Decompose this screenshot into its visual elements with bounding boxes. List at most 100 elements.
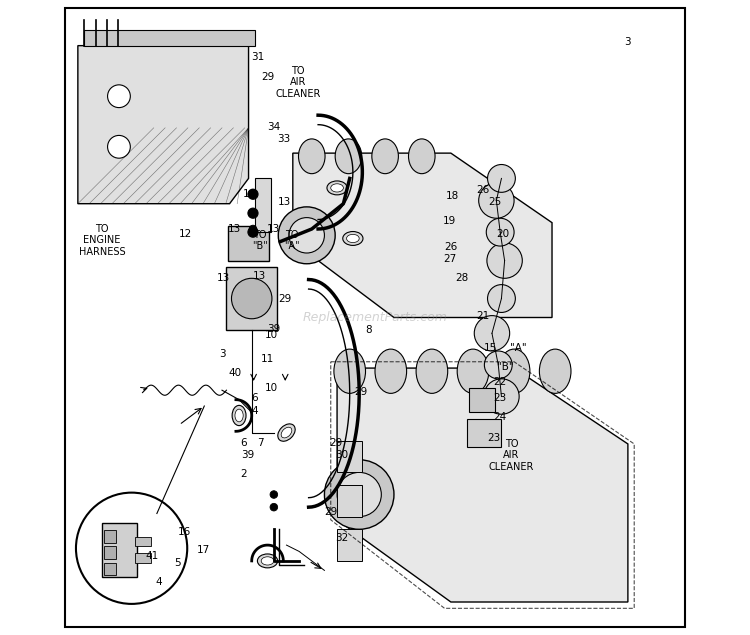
Text: TO
AIR
CLEANER: TO AIR CLEANER	[489, 439, 534, 472]
Polygon shape	[292, 153, 552, 318]
Ellipse shape	[458, 349, 489, 393]
Bar	[135, 553, 151, 563]
Ellipse shape	[261, 557, 274, 565]
Text: 41: 41	[146, 551, 159, 561]
Circle shape	[248, 208, 258, 218]
Text: 19: 19	[443, 217, 456, 227]
Ellipse shape	[416, 349, 448, 393]
Text: 32: 32	[335, 533, 349, 542]
Bar	[84, 30, 255, 46]
Text: 6: 6	[251, 394, 258, 403]
Text: 5: 5	[175, 558, 181, 568]
Bar	[466, 418, 502, 447]
Text: 29: 29	[261, 72, 274, 83]
Text: 28: 28	[455, 273, 469, 283]
Text: 15: 15	[484, 343, 496, 353]
Bar	[337, 441, 362, 472]
Text: 30: 30	[335, 450, 349, 460]
Circle shape	[76, 493, 188, 604]
Circle shape	[270, 491, 278, 498]
Circle shape	[278, 207, 335, 264]
Ellipse shape	[498, 349, 530, 393]
Text: 29: 29	[324, 507, 338, 518]
Text: 3: 3	[219, 349, 225, 359]
Circle shape	[337, 472, 381, 517]
Bar	[104, 563, 116, 575]
Text: TO
"B": TO "B"	[252, 230, 268, 251]
Ellipse shape	[257, 554, 278, 568]
Bar	[135, 537, 151, 546]
Circle shape	[248, 189, 258, 199]
Bar	[226, 267, 277, 330]
Circle shape	[484, 379, 519, 414]
Text: 13: 13	[254, 271, 266, 281]
Text: 4: 4	[155, 577, 162, 587]
Text: 13: 13	[278, 197, 290, 208]
Text: 10: 10	[265, 330, 278, 340]
Circle shape	[107, 85, 130, 107]
Bar	[337, 530, 362, 561]
Text: 33: 33	[278, 134, 290, 144]
Text: "B": "B"	[497, 362, 514, 372]
Text: 39: 39	[241, 450, 254, 460]
Polygon shape	[337, 368, 628, 602]
Text: 23: 23	[494, 394, 507, 403]
Circle shape	[325, 460, 394, 530]
Text: 7: 7	[256, 438, 263, 448]
Text: 22: 22	[494, 377, 507, 387]
Text: 13: 13	[267, 224, 280, 234]
Text: 23: 23	[488, 432, 500, 443]
Text: 26: 26	[444, 242, 458, 251]
Circle shape	[486, 218, 514, 246]
Ellipse shape	[334, 349, 365, 393]
Text: ReplacementParts.com: ReplacementParts.com	[302, 311, 448, 324]
Text: 29: 29	[355, 387, 368, 397]
Circle shape	[474, 316, 510, 351]
Bar	[104, 546, 116, 559]
Ellipse shape	[327, 181, 347, 195]
Ellipse shape	[235, 409, 243, 422]
Text: 39: 39	[267, 324, 280, 334]
Ellipse shape	[346, 234, 359, 243]
Text: 24: 24	[494, 412, 507, 422]
Text: 16: 16	[178, 528, 190, 537]
Text: 11: 11	[261, 354, 274, 364]
Circle shape	[249, 210, 256, 217]
Text: 40: 40	[228, 368, 242, 378]
Ellipse shape	[343, 232, 363, 245]
Ellipse shape	[298, 139, 325, 173]
Ellipse shape	[335, 139, 362, 173]
Text: 26: 26	[476, 185, 489, 195]
Text: "A": "A"	[509, 343, 526, 353]
Bar	[255, 178, 271, 232]
Polygon shape	[78, 46, 248, 204]
Circle shape	[488, 284, 515, 312]
Circle shape	[289, 218, 325, 253]
Ellipse shape	[375, 349, 406, 393]
Text: 21: 21	[476, 311, 489, 321]
Text: 25: 25	[488, 197, 502, 208]
Ellipse shape	[331, 184, 344, 192]
Bar	[228, 226, 269, 260]
Text: 29: 29	[329, 438, 343, 448]
Circle shape	[484, 351, 512, 379]
Text: TO
ENGINE
HARNESS: TO ENGINE HARNESS	[79, 224, 125, 257]
Text: 6: 6	[240, 438, 247, 448]
Text: 14: 14	[243, 189, 256, 199]
Text: 34: 34	[267, 121, 280, 131]
Text: 12: 12	[178, 229, 192, 239]
Text: TO
AIR
CLEANER: TO AIR CLEANER	[275, 65, 320, 99]
Circle shape	[478, 183, 514, 218]
Ellipse shape	[281, 427, 292, 438]
Circle shape	[248, 227, 258, 237]
Text: 13: 13	[228, 224, 242, 234]
Circle shape	[487, 243, 522, 278]
Circle shape	[488, 164, 515, 192]
Text: 3: 3	[625, 37, 632, 48]
Bar	[104, 530, 116, 542]
Ellipse shape	[232, 405, 246, 425]
Circle shape	[249, 225, 256, 233]
Circle shape	[107, 135, 130, 158]
Bar	[102, 523, 136, 577]
Ellipse shape	[409, 139, 435, 173]
